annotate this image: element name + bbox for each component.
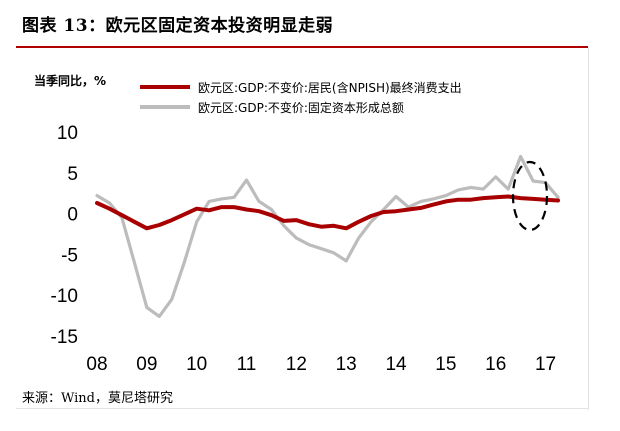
y-axis-label: 当季同比，% (34, 73, 106, 88)
x-tick-label-1: 08 (86, 354, 107, 375)
x-tick-label-8: 15 (435, 354, 456, 375)
source-note: 来源：Wind，莫尼塔研究 (22, 391, 173, 406)
x-tick-label-3: 10 (186, 354, 207, 375)
x-tick-label-7: 14 (385, 354, 407, 375)
y-tick-label-4: -5 (61, 245, 78, 266)
y-tick-label-2: 5 (67, 164, 78, 185)
series-group (95, 154, 560, 318)
legend-label-1: 欧元区:GDP:不变价:居民(含NPISH)最终消费支出 (198, 80, 462, 95)
y-tick-label-6: -15 (51, 327, 78, 348)
title-divider (16, 46, 588, 48)
y-tick-label-3: 0 (67, 205, 78, 226)
x-tick-label-6: 13 (336, 354, 357, 375)
bottom-border (16, 408, 588, 409)
series-line-1 (95, 194, 560, 231)
x-tick-label-5: 12 (286, 354, 307, 375)
x-tick-label-4: 11 (237, 354, 257, 375)
page-title: 图表 13：欧元区固定资本投资明显走弱 (22, 16, 334, 36)
axes: 10 5 0 -5 -10 -15 08 09 10 11 12 13 14 15 16 17 (51, 123, 557, 375)
x-tick-label-10: 17 (535, 354, 556, 375)
legend: 欧元区:GDP:不变价:居民(含NPISH)最终消费支出欧元区:GDP:不变价:… (140, 80, 462, 115)
y-tick-label-5: -10 (51, 286, 78, 307)
highlight-ellipse (511, 160, 549, 232)
x-tick-label-2: 09 (136, 354, 157, 375)
x-tick-label-9: 16 (485, 354, 506, 375)
right-border (588, 48, 589, 410)
y-tick-label-1: 10 (57, 123, 78, 144)
legend-label-2: 欧元区:GDP:不变价:固定资本形成总额 (198, 100, 404, 115)
series-line-2 (95, 154, 560, 318)
